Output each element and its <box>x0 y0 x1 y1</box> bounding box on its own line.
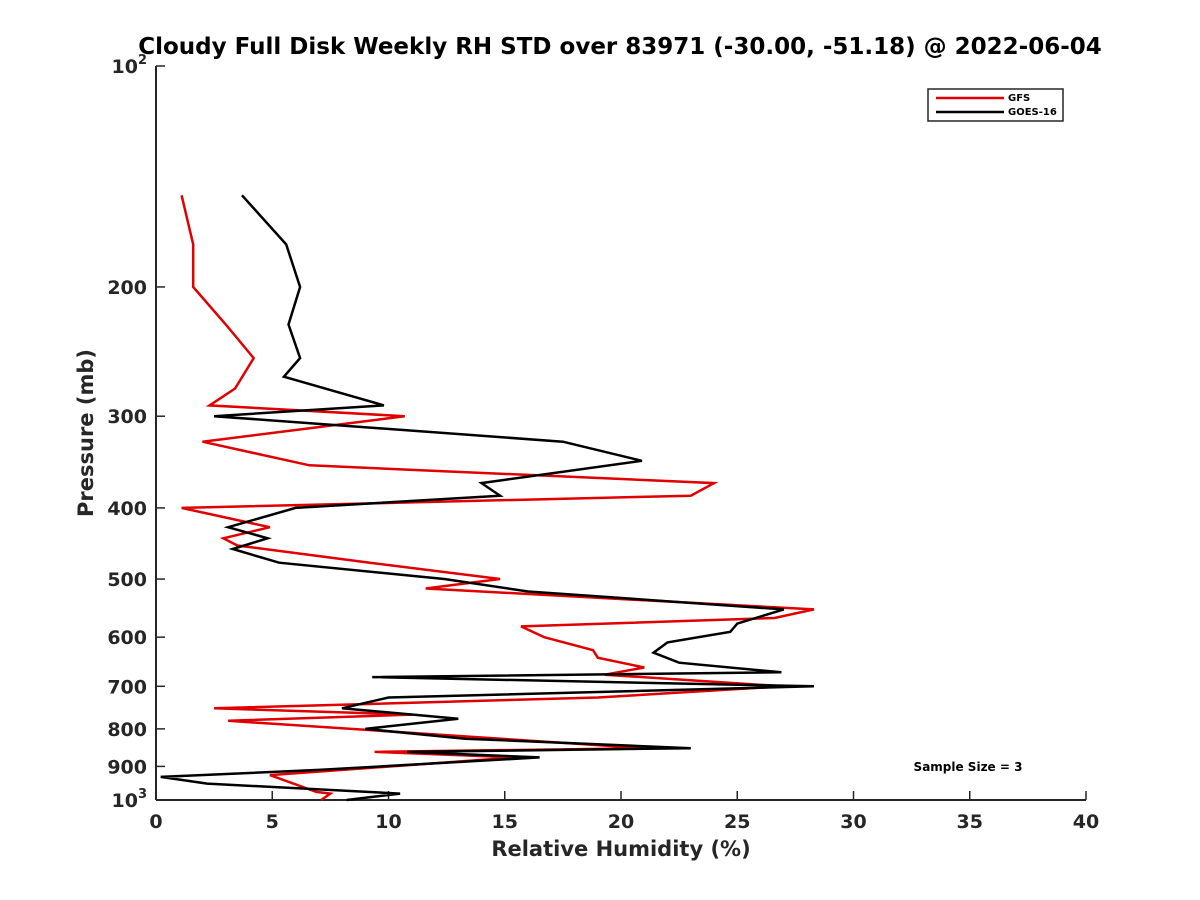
x-tick-label: 0 <box>149 811 162 833</box>
series-line-gfs <box>180 195 815 802</box>
sample-size-annotation: Sample Size = 3 <box>914 760 1023 774</box>
x-tick-label: 30 <box>840 811 866 833</box>
x-axis-label: Relative Humidity (%) <box>491 837 750 861</box>
legend-label-goes16: GOES-16 <box>1008 107 1057 118</box>
y-tick-label: 300 <box>107 406 147 428</box>
y-tick-label: 900 <box>107 756 147 778</box>
x-axis-ticks: 0 5 10 15 20 25 30 35 40 <box>149 791 1099 833</box>
y-tick-label: 700 <box>107 676 147 698</box>
y-tick-label: 103 <box>112 787 148 812</box>
legend-label-gfs: GFS <box>1008 93 1030 104</box>
x-tick-label: 20 <box>608 811 634 833</box>
x-tick-label: 10 <box>375 811 401 833</box>
chart-title: Cloudy Full Disk Weekly RH STD over 8397… <box>138 34 1102 60</box>
y-tick-label: 102 <box>112 53 148 78</box>
y-axis-label: Pressure (mb) <box>74 349 98 517</box>
y-tick-label: 600 <box>107 627 147 649</box>
legend-box <box>927 88 1064 122</box>
x-tick-label: 15 <box>492 811 518 833</box>
legend: GFS GOES-16 <box>927 88 1064 122</box>
x-tick-label: 25 <box>724 811 750 833</box>
x-tick-label: 40 <box>1073 811 1099 833</box>
series-line-goes16 <box>160 194 815 802</box>
x-tick-label: 35 <box>957 811 983 833</box>
series-lines <box>160 194 815 802</box>
y-tick-label: 800 <box>107 719 147 741</box>
x-tick-label: 5 <box>266 811 279 833</box>
y-tick-label: 400 <box>107 498 147 520</box>
y-tick-label: 200 <box>107 277 147 299</box>
y-axis-ticks: 102 200 300 400 500 600 700 800 900 103 <box>107 53 165 812</box>
y-tick-label: 500 <box>107 569 147 591</box>
